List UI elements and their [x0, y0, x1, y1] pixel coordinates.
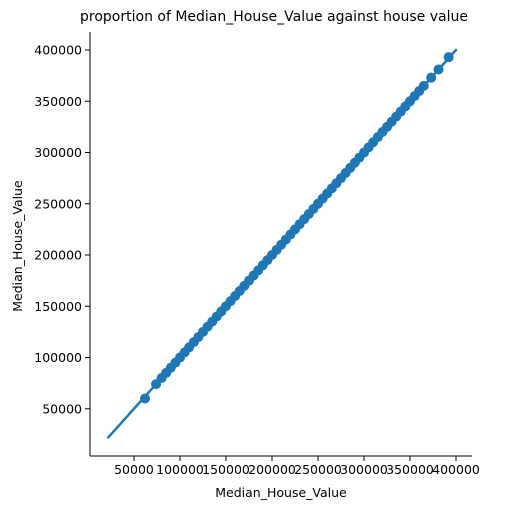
y-tick-label: 200000	[34, 248, 82, 263]
x-tick-label: 350000	[386, 462, 434, 477]
data-point	[140, 393, 151, 404]
x-tick-label: 150000	[202, 462, 250, 477]
data-point	[418, 80, 429, 91]
y-tick-label: 100000	[34, 350, 82, 365]
x-tick-label: 100000	[156, 462, 204, 477]
points-group	[140, 52, 454, 404]
data-point	[433, 64, 444, 75]
y-tick-label: 350000	[34, 94, 82, 109]
y-tick-label: 50000	[42, 401, 82, 416]
y-tick-label: 300000	[34, 145, 82, 160]
x-ticks: 50000 10000015000020000025000030000035000…	[114, 456, 480, 477]
x-tick-label: 200000	[248, 462, 296, 477]
x-tick-label: 400000	[432, 462, 480, 477]
y-ticks: 50000 100000 150000 200000 250000 300000 35000…	[34, 43, 90, 416]
axes	[89, 32, 472, 457]
chart-title: proportion of Median_House_Value against…	[80, 9, 468, 25]
x-tick-label: 300000	[340, 462, 388, 477]
x-tick-label: 50000	[114, 462, 154, 477]
y-tick-label: 150000	[34, 299, 82, 314]
y-axis-title: Median_House_Value	[10, 180, 25, 312]
data-point	[443, 52, 454, 63]
x-tick-label: 250000	[294, 462, 342, 477]
x-axis-title: Median_House_Value	[215, 485, 347, 500]
y-tick-label: 250000	[34, 196, 82, 211]
data-point	[426, 72, 437, 83]
y-tick-label: 400000	[34, 43, 82, 58]
